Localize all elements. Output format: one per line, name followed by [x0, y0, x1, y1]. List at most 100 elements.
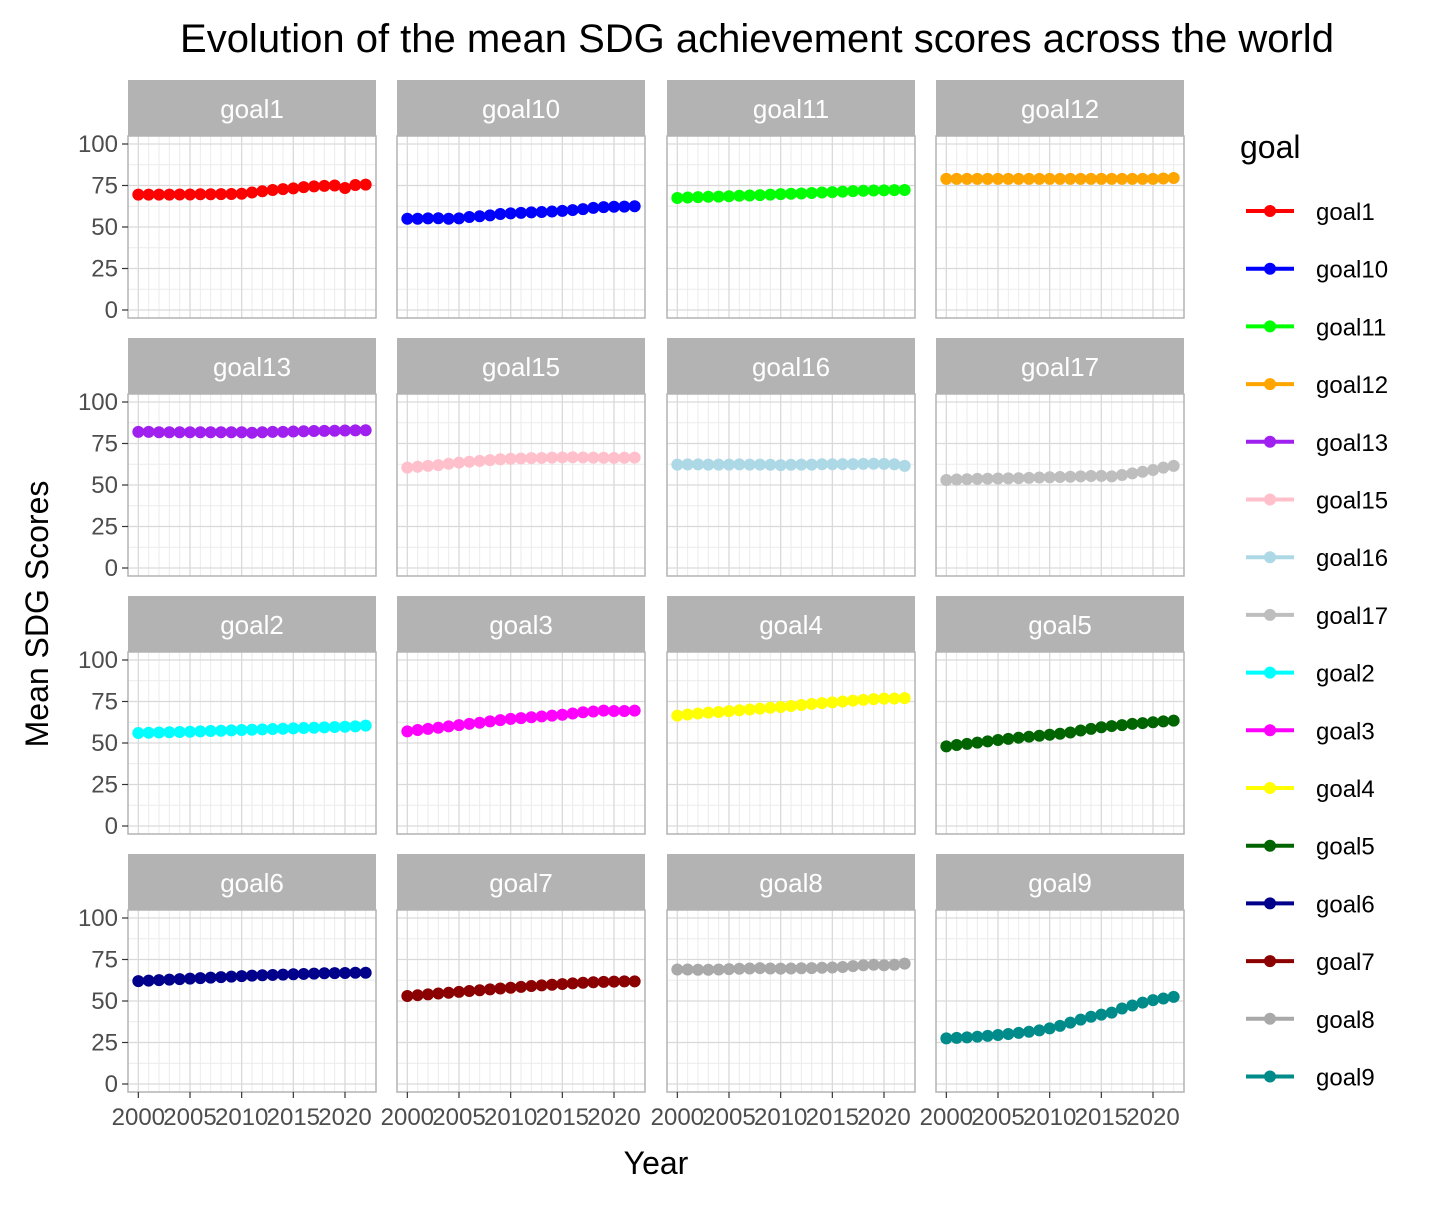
- legend-label: goal9: [1316, 1065, 1375, 1092]
- legend-item-goal6: goal6: [1246, 891, 1375, 918]
- x-tick-label: 2020: [1126, 1104, 1179, 1131]
- legend-item-goal4: goal4: [1246, 776, 1375, 803]
- data-point: [805, 962, 818, 975]
- data-point: [961, 172, 973, 185]
- data-point: [587, 976, 600, 989]
- data-point: [1105, 172, 1118, 185]
- facet-strip: [667, 854, 915, 910]
- data-point: [836, 185, 849, 198]
- data-point: [163, 726, 176, 739]
- data-point: [422, 459, 434, 472]
- data-point: [587, 201, 600, 214]
- data-point: [992, 1029, 1004, 1042]
- data-point: [785, 458, 797, 471]
- legend-label: goal3: [1316, 718, 1375, 745]
- panel-border: [666, 651, 916, 835]
- data-point: [453, 456, 465, 469]
- data-point: [401, 725, 414, 738]
- data-point: [422, 722, 434, 735]
- data-point: [1002, 1028, 1015, 1041]
- legend-key-point: [1264, 205, 1276, 217]
- data-point: [153, 726, 165, 739]
- x-axis-title: Year: [624, 1145, 689, 1181]
- data-point: [888, 958, 901, 971]
- data-point: [816, 458, 828, 471]
- data-point: [515, 206, 527, 219]
- data-point: [246, 426, 258, 439]
- data-point: [1043, 1022, 1056, 1035]
- data-point: [556, 978, 569, 991]
- y-tick-label: 0: [105, 813, 118, 840]
- legend-label: goal10: [1316, 257, 1388, 284]
- facet-panel-goal16: goal16: [666, 338, 916, 577]
- data-point: [618, 975, 631, 988]
- data-point: [826, 696, 839, 709]
- panel-border: [396, 651, 646, 835]
- data-point: [515, 452, 527, 465]
- data-point: [277, 183, 289, 196]
- data-point: [971, 1030, 984, 1043]
- data-point: [1167, 459, 1180, 472]
- data-point: [1064, 470, 1077, 483]
- legend-label: goal12: [1316, 372, 1388, 399]
- data-point: [992, 734, 1004, 747]
- x-tick-label: 2015: [536, 1104, 589, 1131]
- y-tick-label: 25: [91, 1030, 118, 1057]
- x-tick-label: 2005: [163, 1104, 216, 1131]
- legend-item-goal13: goal13: [1246, 430, 1388, 457]
- data-point: [442, 986, 455, 999]
- data-point: [1147, 716, 1159, 729]
- facet-strip: [936, 596, 1184, 652]
- data-point: [422, 212, 434, 225]
- data-point: [816, 186, 828, 199]
- x-tick-label: 2010: [1023, 1104, 1076, 1131]
- legend-item-goal10: goal10: [1246, 257, 1388, 284]
- facet-panel-goal4: goal4: [666, 596, 916, 835]
- data-point: [1147, 994, 1159, 1007]
- data-point: [266, 183, 279, 196]
- data-point: [597, 201, 610, 214]
- panel-border: [935, 909, 1185, 1093]
- data-point: [681, 963, 694, 976]
- data-point: [898, 692, 911, 705]
- data-point: [981, 472, 994, 485]
- data-point: [618, 200, 631, 213]
- data-point: [971, 172, 984, 185]
- data-point: [1074, 470, 1087, 483]
- data-point: [349, 720, 362, 733]
- facet-strip: [128, 596, 376, 652]
- data-point: [546, 205, 558, 218]
- y-tick-label: 50: [91, 988, 118, 1015]
- data-point: [1095, 172, 1108, 185]
- data-point: [618, 704, 631, 717]
- data-point: [1054, 172, 1066, 185]
- panel-border: [396, 909, 646, 1093]
- data-point: [566, 204, 579, 217]
- data-point: [184, 972, 196, 985]
- data-point: [950, 1031, 963, 1044]
- data-point: [754, 702, 766, 715]
- data-point: [432, 721, 445, 734]
- data-point: [153, 188, 165, 201]
- data-point: [702, 706, 715, 719]
- legend-key-point: [1264, 955, 1276, 968]
- data-point: [453, 212, 465, 225]
- data-point: [1126, 467, 1139, 480]
- data-point: [132, 425, 145, 438]
- data-point: [597, 704, 610, 717]
- data-point: [1023, 730, 1035, 743]
- legend-label: goal5: [1316, 834, 1375, 861]
- data-point: [525, 980, 538, 993]
- data-point: [795, 962, 808, 975]
- data-point: [359, 719, 372, 732]
- facet-panel-goal17: goal17: [935, 338, 1185, 577]
- data-point: [328, 179, 341, 192]
- data-point: [940, 474, 953, 487]
- legend-key-point: [1264, 551, 1276, 564]
- data-point: [163, 188, 176, 201]
- facet-strip-label: goal7: [489, 868, 553, 898]
- data-point: [1023, 172, 1035, 185]
